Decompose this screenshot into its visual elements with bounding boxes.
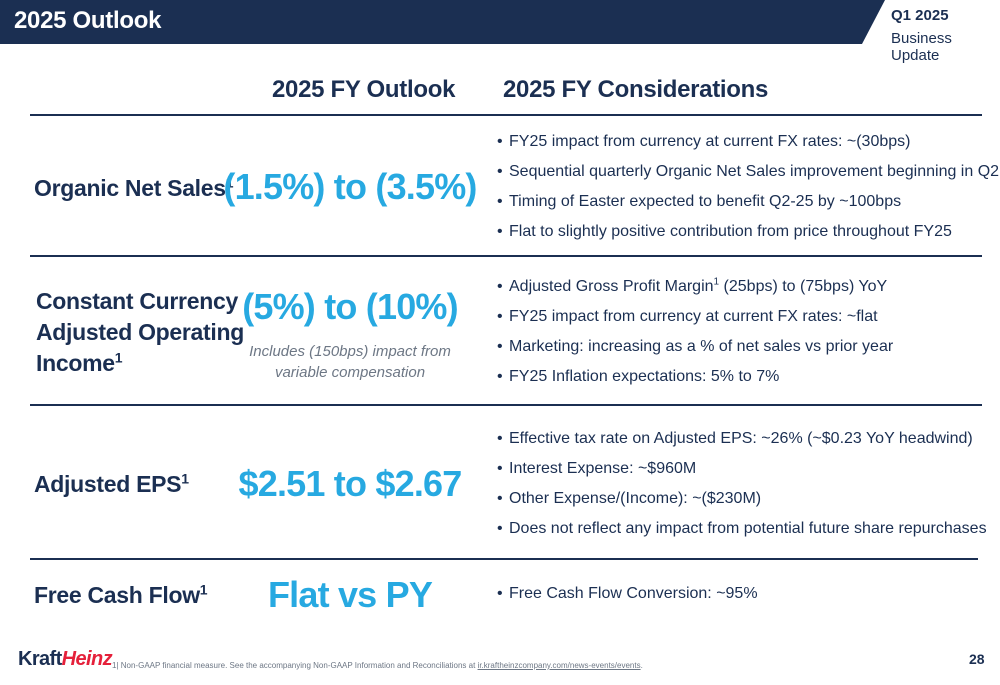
badge-subtitle: Business Update	[891, 30, 952, 64]
column-header-outlook: 2025 FY Outlook	[272, 76, 456, 103]
outlook-value-free-cash-flow: Flat vs PY	[267, 574, 433, 615]
metric-label: Free Cash Flow	[34, 582, 200, 608]
considerations-list-organic-net-sales: FY25 impact from currency at current FX …	[497, 127, 999, 247]
considerations-list-adj-operating-income: Adjusted Gross Profit Margin1 (25bps) to…	[497, 272, 893, 392]
metric-free-cash-flow: Free Cash Flow1	[34, 580, 208, 611]
considerations-list-adjusted-eps: Effective tax rate on Adjusted EPS: ~26%…	[497, 424, 987, 544]
divider-rule	[30, 404, 982, 406]
metric-label: Adjusted EPS	[34, 471, 182, 497]
list-item: Interest Expense: ~$960M	[497, 454, 987, 484]
bullet-text: Adjusted Gross Profit Margin	[509, 278, 714, 295]
footnote-mark: 1	[114, 349, 123, 366]
metric-adjusted-eps: Adjusted EPS1	[34, 469, 189, 500]
slide-title: 2025 Outlook	[14, 7, 162, 34]
divider-rule	[30, 558, 978, 560]
footnote-mark: 1	[181, 470, 189, 487]
outlook-value-organic-net-sales: (1.5%) to (3.5%)	[223, 166, 477, 207]
metric-constant-currency-adj-operating-income: Constant Currency Adjusted Operating Inc…	[36, 286, 244, 379]
footnote-text: 1| Non-GAAP financial measure. See the a…	[112, 661, 478, 670]
header-banner-shape	[0, 0, 885, 44]
footnote-end: .	[640, 661, 643, 670]
footnote: 1| Non-GAAP financial measure. See the a…	[112, 661, 643, 670]
logo-kraft-text: Kraft	[18, 648, 62, 670]
footnote-mark: 1	[713, 276, 720, 288]
considerations-list-free-cash-flow: Free Cash Flow Conversion: ~95%	[497, 579, 758, 609]
list-item: FY25 impact from currency at current FX …	[497, 302, 893, 332]
metric-organic-net-sales: Organic Net Sales1	[34, 173, 234, 204]
outlook-value-adjusted-eps: $2.51 to $2.67	[238, 463, 463, 504]
list-item: Effective tax rate on Adjusted EPS: ~26%…	[497, 424, 987, 454]
footnote-mark: 1	[199, 581, 208, 598]
list-item: Sequential quarterly Organic Net Sales i…	[497, 157, 999, 187]
logo-heinz-text: Heinz	[61, 648, 113, 670]
list-item: Marketing: increasing as a % of net sale…	[497, 332, 893, 362]
note-line: Includes (150bps) impact from	[249, 343, 451, 360]
metric-label-line: Constant Currency	[36, 288, 238, 314]
metric-label-line: Adjusted Operating	[36, 319, 245, 345]
footnote-link[interactable]: ir.kraftheinzcompany.com/news-events/eve…	[477, 661, 641, 670]
column-header-considerations: 2025 FY Considerations	[503, 76, 769, 103]
note-line: variable compensation	[274, 364, 426, 381]
list-item: Flat to slightly positive contribution f…	[497, 217, 999, 247]
list-item: FY25 impact from currency at current FX …	[497, 127, 999, 157]
metric-label-line: Income	[36, 350, 115, 376]
page-number: 28	[969, 651, 985, 667]
list-item: Adjusted Gross Profit Margin1 (25bps) to…	[497, 272, 893, 302]
divider-rule	[30, 255, 982, 257]
list-item: FY25 Inflation expectations: 5% to 7%	[497, 362, 893, 392]
divider-rule	[30, 114, 982, 116]
list-item: Timing of Easter expected to benefit Q2-…	[497, 187, 999, 217]
metric-label: Organic Net Sales	[34, 175, 226, 201]
outlook-note-variable-compensation: Includes (150bps) impact from variable c…	[220, 341, 480, 383]
list-item: Does not reflect any impact from potenti…	[497, 514, 987, 544]
footnote-mark: 1	[225, 174, 234, 191]
list-item: Other Expense/(Income): ~($230M)	[497, 484, 987, 514]
outlook-value-adj-operating-income: (5%) to (10%)	[242, 286, 458, 327]
kraft-heinz-logo: KraftHeinz	[18, 648, 113, 671]
badge-quarter: Q1 2025	[891, 7, 949, 24]
header-bar	[0, 0, 1000, 44]
bullet-text: (25bps) to (75bps) YoY	[719, 278, 888, 295]
list-item: Free Cash Flow Conversion: ~95%	[497, 579, 758, 609]
